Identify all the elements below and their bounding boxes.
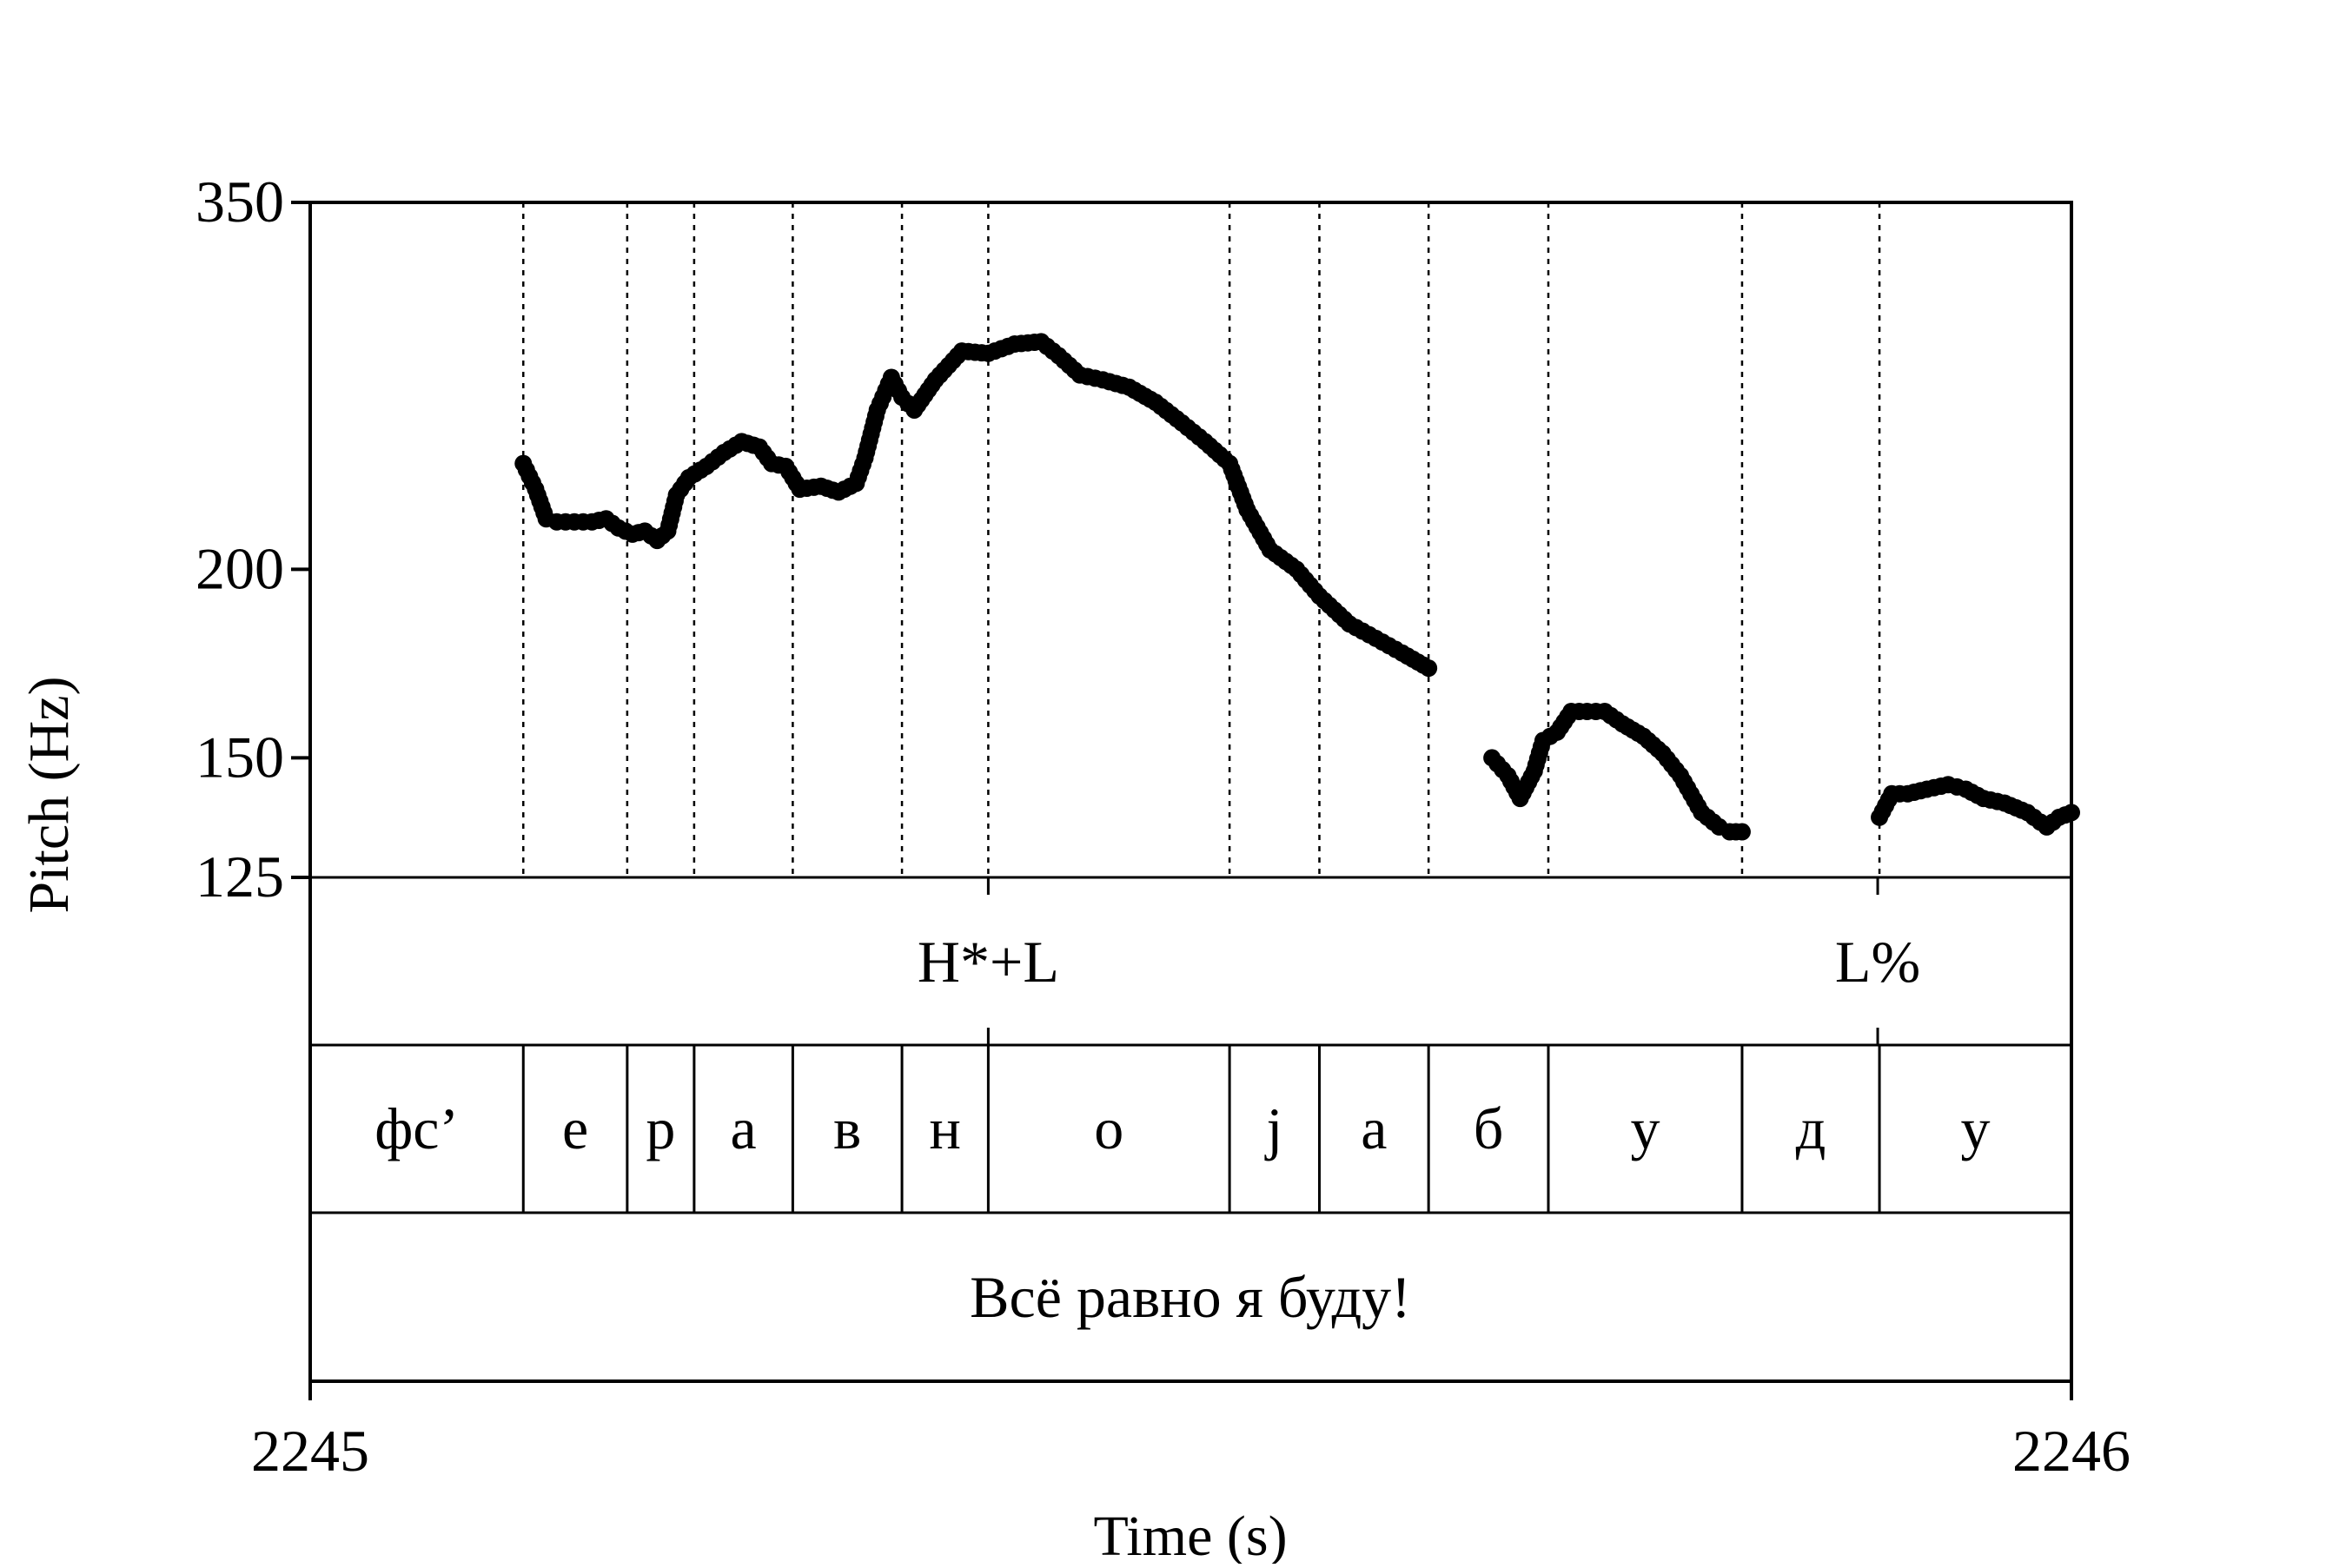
segment-label: р <box>646 1095 675 1161</box>
segment-label: у <box>1630 1095 1660 1161</box>
axes: Pitch (Hz) Time (s) 2245 2246 Всё равно … <box>17 169 2131 1568</box>
segment-label: а <box>1361 1095 1387 1161</box>
x-tick-label-start: 2245 <box>251 1418 369 1484</box>
plot-frame <box>308 201 2073 1383</box>
y-tick-label: 200 <box>196 535 284 601</box>
segment-label: б <box>1474 1095 1504 1161</box>
x-tick-label-end: 2246 <box>2012 1418 2131 1484</box>
sentence-label: Всё равно я буду! <box>970 1264 1411 1330</box>
segment-label: д <box>1796 1095 1826 1161</box>
y-axis-label: Pitch (Hz) <box>17 676 81 913</box>
plot-border <box>308 201 2073 1383</box>
segment-label: j <box>1264 1095 1282 1161</box>
pitch-point <box>1420 659 1438 678</box>
tone-label: L% <box>1835 929 1920 995</box>
segment-label: е <box>562 1095 588 1161</box>
y-tick-label: 125 <box>196 844 284 910</box>
segment-label: н <box>930 1095 961 1161</box>
segment-label: фс’ <box>374 1095 459 1161</box>
segment-label: о <box>1094 1095 1123 1161</box>
segment-label: в <box>833 1095 861 1161</box>
y-tick-label: 150 <box>196 724 284 790</box>
tone-label: H*+L <box>918 929 1059 995</box>
y-tick-label: 350 <box>196 169 284 235</box>
segment-label: а <box>731 1095 757 1161</box>
pitch-points <box>514 333 2080 841</box>
pitch-point <box>1733 823 1751 841</box>
x-axis-label: Time (s) <box>1093 1505 1287 1564</box>
annotation-tiers: H*+L L%фс’ е р а в н о j а б у д у <box>374 877 1991 1213</box>
segment-label: у <box>1961 1095 1991 1161</box>
